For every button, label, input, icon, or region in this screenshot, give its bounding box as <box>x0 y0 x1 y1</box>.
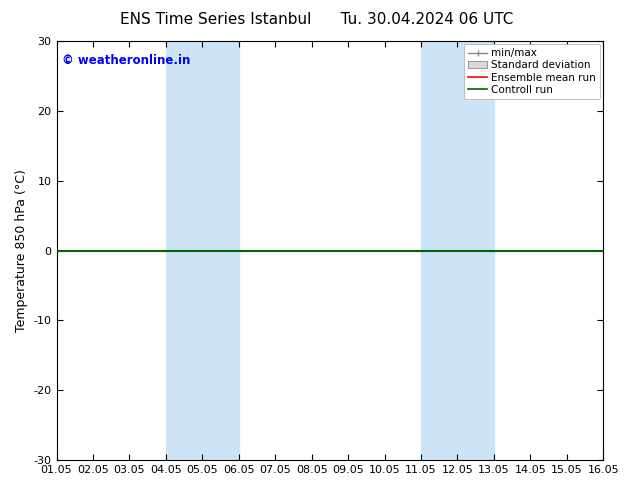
Y-axis label: Temperature 850 hPa (°C): Temperature 850 hPa (°C) <box>15 169 28 332</box>
Bar <box>421 41 494 460</box>
Bar <box>166 41 239 460</box>
Legend: min/max, Standard deviation, Ensemble mean run, Controll run: min/max, Standard deviation, Ensemble me… <box>464 44 600 99</box>
Text: ENS Time Series Istanbul      Tu. 30.04.2024 06 UTC: ENS Time Series Istanbul Tu. 30.04.2024 … <box>120 12 514 27</box>
Text: © weatheronline.in: © weatheronline.in <box>62 53 190 67</box>
